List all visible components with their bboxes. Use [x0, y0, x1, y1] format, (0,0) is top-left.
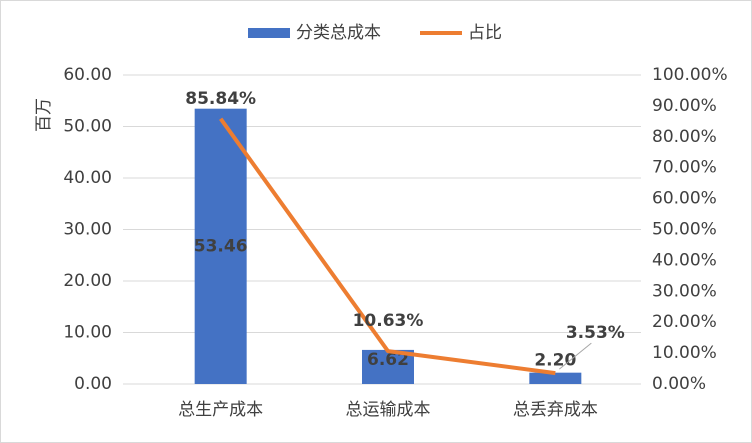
line-value-label: 3.53% — [566, 323, 625, 343]
y2-tick-label: 40.00% — [652, 250, 717, 270]
y2-tick-label: 90.00% — [652, 96, 717, 116]
legend-label: 占比 — [468, 23, 502, 43]
leader-line — [559, 342, 592, 370]
y-tick-label: 40.00 — [63, 168, 112, 188]
y2-tick-label: 20.00% — [652, 312, 717, 332]
line-value-label: 10.63% — [353, 311, 424, 331]
y2-tick-label: 60.00% — [652, 189, 717, 209]
x-tick-label: 总丢弃成本 — [513, 400, 598, 420]
y2-tick-label: 30.00% — [652, 281, 717, 301]
y-tick-label: 10.00 — [63, 323, 112, 343]
bar — [194, 108, 247, 384]
y2-tick-label: 50.00% — [652, 220, 717, 240]
y2-tick-label: 10.00% — [652, 343, 717, 363]
bar-value-label: 53.46 — [194, 236, 248, 256]
bar — [362, 349, 414, 384]
legend-swatch — [248, 28, 290, 38]
y-tick-label: 50.00 — [63, 117, 112, 137]
y-tick-label: 0.00 — [74, 374, 112, 394]
line — [219, 117, 556, 376]
line-value-label: 85.84% — [185, 89, 256, 109]
bar — [529, 372, 582, 384]
x-tick-label: 总运输成本 — [346, 400, 431, 420]
y-tick-label: 20.00 — [63, 271, 112, 291]
bar-value-label: 2.20 — [534, 351, 576, 371]
y2-tick-label: 100.00% — [652, 65, 728, 85]
legend-label: 分类总成本 — [296, 23, 381, 43]
y2-tick-label: 0.00% — [652, 374, 706, 394]
y-axis-label: 百万 — [34, 98, 54, 132]
y2-tick-label: 70.00% — [652, 158, 717, 178]
y2-tick-label: 80.00% — [652, 127, 717, 147]
x-tick-label: 总生产成本 — [178, 400, 263, 420]
y-tick-label: 30.00 — [63, 220, 112, 240]
bar-value-label: 6.62 — [367, 350, 409, 370]
y-tick-label: 60.00 — [63, 65, 112, 85]
